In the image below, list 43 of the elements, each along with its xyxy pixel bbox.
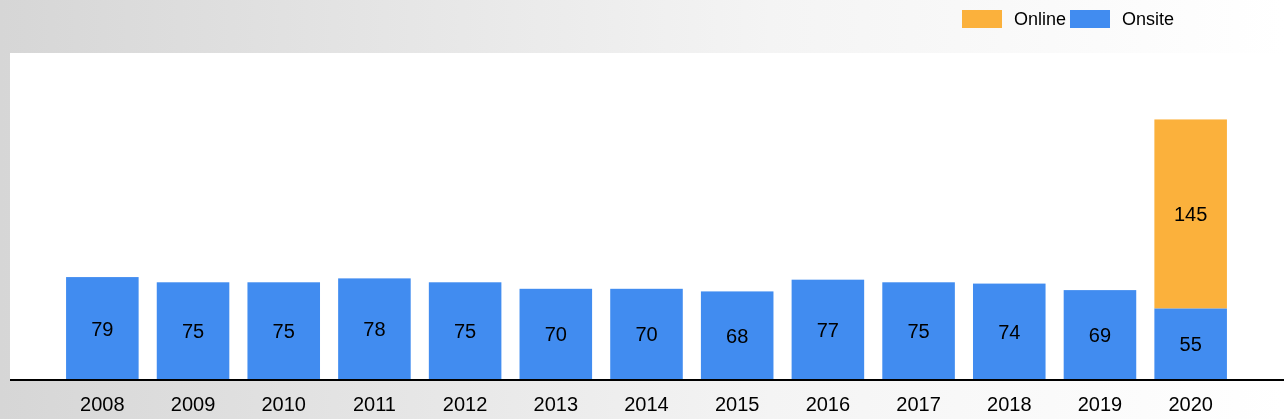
bar [610,288,683,380]
data-label: 75 [453,320,477,343]
data-label: 70 [635,323,658,346]
data-label: 145 [1173,202,1208,225]
data-label: 79 [91,317,114,340]
data-label: 74 [998,320,1021,343]
data-label: 75 [907,320,930,343]
x-tick-label: 2009 [170,393,216,415]
data-label: 75 [181,320,205,343]
data-label: 68 [726,324,749,347]
x-tick-label: 2013 [533,393,579,415]
bar [519,288,593,380]
x-tick-label: 2015 [714,393,760,415]
bar [156,282,230,380]
data-label: 75 [272,320,295,343]
legend-label: Online [1014,9,1067,29]
data-label: 69 [1088,324,1112,347]
x-tick-label: 2016 [805,393,851,415]
data-label: 78 [363,318,386,341]
bar [247,282,321,380]
bar [1063,290,1137,380]
x-tick-label: 2010 [261,393,306,415]
bar [66,277,139,380]
data-label: 70 [544,323,567,346]
x-tick-label: 2017 [896,393,941,415]
bar [882,282,955,380]
x-tick-label: 2014 [624,393,669,415]
bar [972,283,1046,380]
data-label: 55 [1179,333,1202,356]
x-tick-label: 2018 [987,393,1032,415]
bar [428,282,502,380]
x-tick-label: 2019 [1077,393,1123,415]
bar [700,291,774,380]
bar [1154,119,1227,309]
data-label: 77 [816,318,840,341]
x-tick-label: 2012 [442,393,488,415]
bar [338,278,411,380]
bar [791,279,865,380]
x-tick-label: 2008 [80,393,125,415]
bar [1154,308,1227,380]
legend-label: Onsite [1122,9,1175,29]
x-tick-label: 2011 [352,393,396,415]
x-tick-label: 2020 [1168,393,1213,415]
